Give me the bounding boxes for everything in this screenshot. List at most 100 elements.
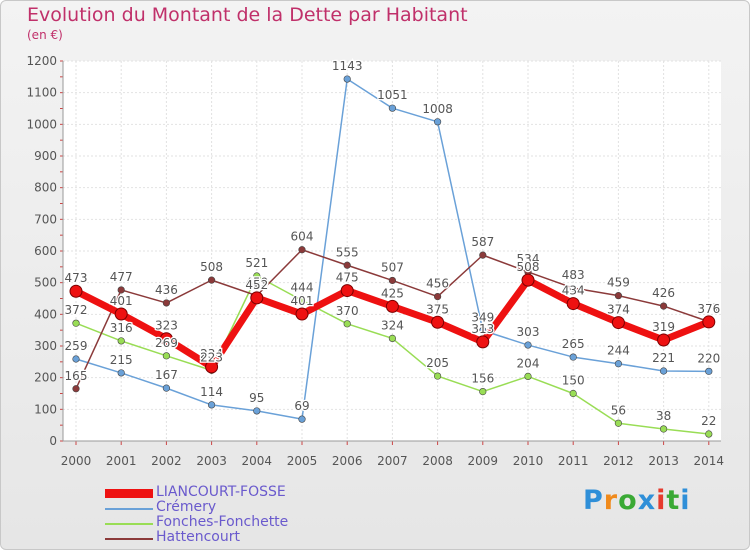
data-point — [614, 292, 623, 300]
data-label: 452 — [245, 278, 268, 292]
data-label: 375 — [426, 302, 449, 316]
data-label: 444 — [291, 280, 314, 294]
data-point — [208, 276, 216, 284]
data-label: 376 — [697, 302, 720, 316]
y-tick-label: 300 — [34, 339, 57, 353]
data-label: 473 — [65, 271, 88, 285]
x-tick-label: 2011 — [558, 454, 589, 468]
data-label: 324 — [381, 318, 404, 332]
data-label: 156 — [471, 372, 494, 386]
x-tick-label: 2005 — [287, 454, 318, 468]
data-label: 265 — [562, 337, 585, 351]
y-tick-label: 600 — [34, 244, 57, 258]
data-label: 114 — [200, 385, 223, 399]
data-label: 95 — [249, 391, 264, 405]
data-point — [343, 261, 351, 269]
data-label: 370 — [336, 304, 359, 318]
series-liancourt-fosse — [69, 273, 716, 374]
data-point — [479, 326, 487, 335]
data-label: 508 — [200, 260, 223, 274]
legend-swatch — [105, 508, 153, 510]
data-point — [298, 296, 306, 305]
data-label: 69 — [294, 399, 309, 413]
data-label: 401 — [291, 294, 314, 308]
data-point — [343, 320, 351, 328]
series-cr-mery — [72, 75, 713, 423]
data-point — [705, 430, 713, 438]
data-label: 434 — [562, 284, 585, 298]
data-label: 319 — [652, 320, 675, 334]
data-point — [117, 337, 125, 345]
x-tick-label: 2014 — [694, 454, 725, 468]
data-label: 372 — [65, 303, 88, 317]
brand-letter: r — [603, 485, 619, 516]
data-label: 521 — [245, 256, 268, 270]
data-label: 38 — [656, 409, 671, 423]
y-tick-label: 700 — [34, 212, 57, 226]
data-point — [253, 272, 261, 280]
x-tick-label: 2006 — [332, 454, 363, 468]
brand-letter: P — [583, 485, 604, 516]
data-point — [431, 315, 445, 329]
data-label: 56 — [611, 403, 626, 417]
data-point — [340, 284, 354, 298]
data-label: 507 — [381, 260, 404, 274]
brand-logo: Proxiti — [583, 485, 691, 516]
data-point — [614, 360, 623, 368]
data-point — [114, 307, 128, 321]
data-point — [705, 367, 713, 375]
data-point — [479, 251, 487, 259]
data-point — [614, 419, 623, 427]
data-label: 244 — [607, 344, 630, 358]
legend-label: Hattencourt — [156, 529, 240, 545]
data-point — [476, 335, 490, 349]
brand-letter: i — [680, 485, 691, 516]
data-point — [72, 355, 80, 363]
x-tick-label: 2010 — [513, 454, 544, 468]
y-tick-label: 0 — [49, 434, 57, 448]
data-point — [159, 332, 173, 346]
x-tick-label: 2009 — [468, 454, 499, 468]
data-label: 508 — [517, 260, 540, 274]
data-point — [69, 284, 83, 298]
data-label: 167 — [155, 368, 178, 382]
data-point — [298, 415, 306, 423]
data-point — [434, 372, 442, 380]
y-tick-label: 500 — [34, 276, 57, 290]
data-point — [162, 352, 170, 360]
data-label: 150 — [562, 374, 585, 388]
data-point — [72, 385, 80, 393]
data-point — [659, 367, 668, 375]
data-label: 475 — [336, 271, 359, 285]
data-label: 316 — [110, 321, 133, 335]
data-point — [569, 353, 577, 361]
brand-letter: t — [666, 485, 681, 516]
data-label: 215 — [110, 353, 133, 367]
data-label: 477 — [110, 270, 133, 284]
data-label: 436 — [155, 283, 178, 297]
y-tick-label: 100 — [34, 402, 57, 416]
data-point — [659, 302, 668, 310]
y-tick-label: 400 — [34, 307, 57, 321]
data-point — [205, 360, 219, 374]
data-label: 555 — [336, 245, 359, 259]
data-label: 1143 — [332, 59, 363, 73]
data-point — [72, 319, 80, 327]
data-point — [385, 299, 399, 313]
x-tick-label: 2012 — [603, 454, 634, 468]
data-point — [253, 407, 261, 415]
data-label: 534 — [517, 252, 540, 266]
x-tick-label: 2003 — [196, 454, 227, 468]
x-tick-label: 2002 — [151, 454, 182, 468]
data-label: 426 — [652, 286, 675, 300]
data-point — [659, 425, 668, 433]
data-point — [524, 372, 532, 381]
data-point — [611, 316, 625, 330]
data-label: 205 — [426, 356, 449, 370]
data-label: 1051 — [377, 88, 408, 102]
data-point — [521, 273, 535, 287]
x-tick-label: 2004 — [242, 454, 273, 468]
data-point — [566, 297, 580, 311]
